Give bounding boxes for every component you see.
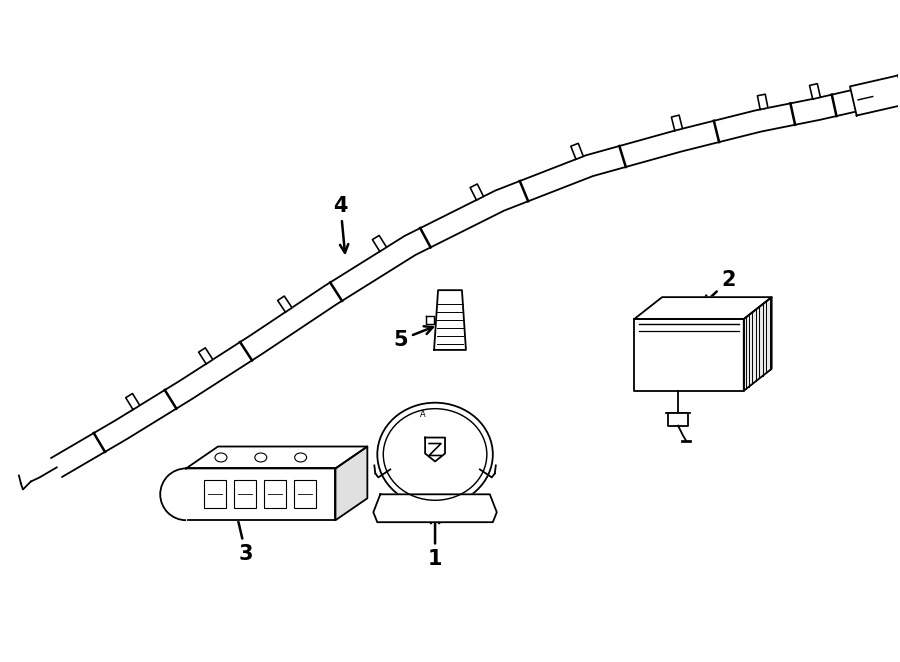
Polygon shape — [425, 438, 445, 461]
Polygon shape — [373, 236, 386, 252]
Polygon shape — [374, 495, 497, 522]
Polygon shape — [634, 319, 743, 391]
Text: 1: 1 — [428, 515, 442, 569]
Text: 3: 3 — [230, 495, 253, 564]
Text: 2: 2 — [703, 270, 736, 305]
Polygon shape — [809, 83, 821, 99]
Polygon shape — [277, 296, 292, 312]
Polygon shape — [126, 393, 140, 410]
Polygon shape — [470, 184, 483, 200]
Polygon shape — [571, 144, 583, 160]
Polygon shape — [634, 297, 771, 319]
Polygon shape — [668, 412, 688, 426]
Polygon shape — [185, 469, 186, 520]
Polygon shape — [850, 75, 900, 116]
Text: A: A — [420, 410, 426, 418]
Bar — [204, 481, 226, 508]
Polygon shape — [743, 297, 771, 391]
Bar — [264, 481, 285, 508]
Text: 5: 5 — [393, 326, 433, 350]
Polygon shape — [758, 94, 768, 109]
Polygon shape — [186, 469, 336, 520]
Polygon shape — [51, 90, 856, 477]
Polygon shape — [199, 348, 212, 364]
Ellipse shape — [377, 402, 493, 506]
Polygon shape — [426, 316, 434, 324]
Text: 4: 4 — [333, 195, 348, 253]
Polygon shape — [671, 115, 682, 130]
Polygon shape — [434, 290, 466, 350]
Polygon shape — [336, 446, 367, 520]
Bar — [234, 481, 256, 508]
Polygon shape — [160, 469, 186, 520]
Bar — [293, 481, 316, 508]
Polygon shape — [186, 446, 367, 469]
